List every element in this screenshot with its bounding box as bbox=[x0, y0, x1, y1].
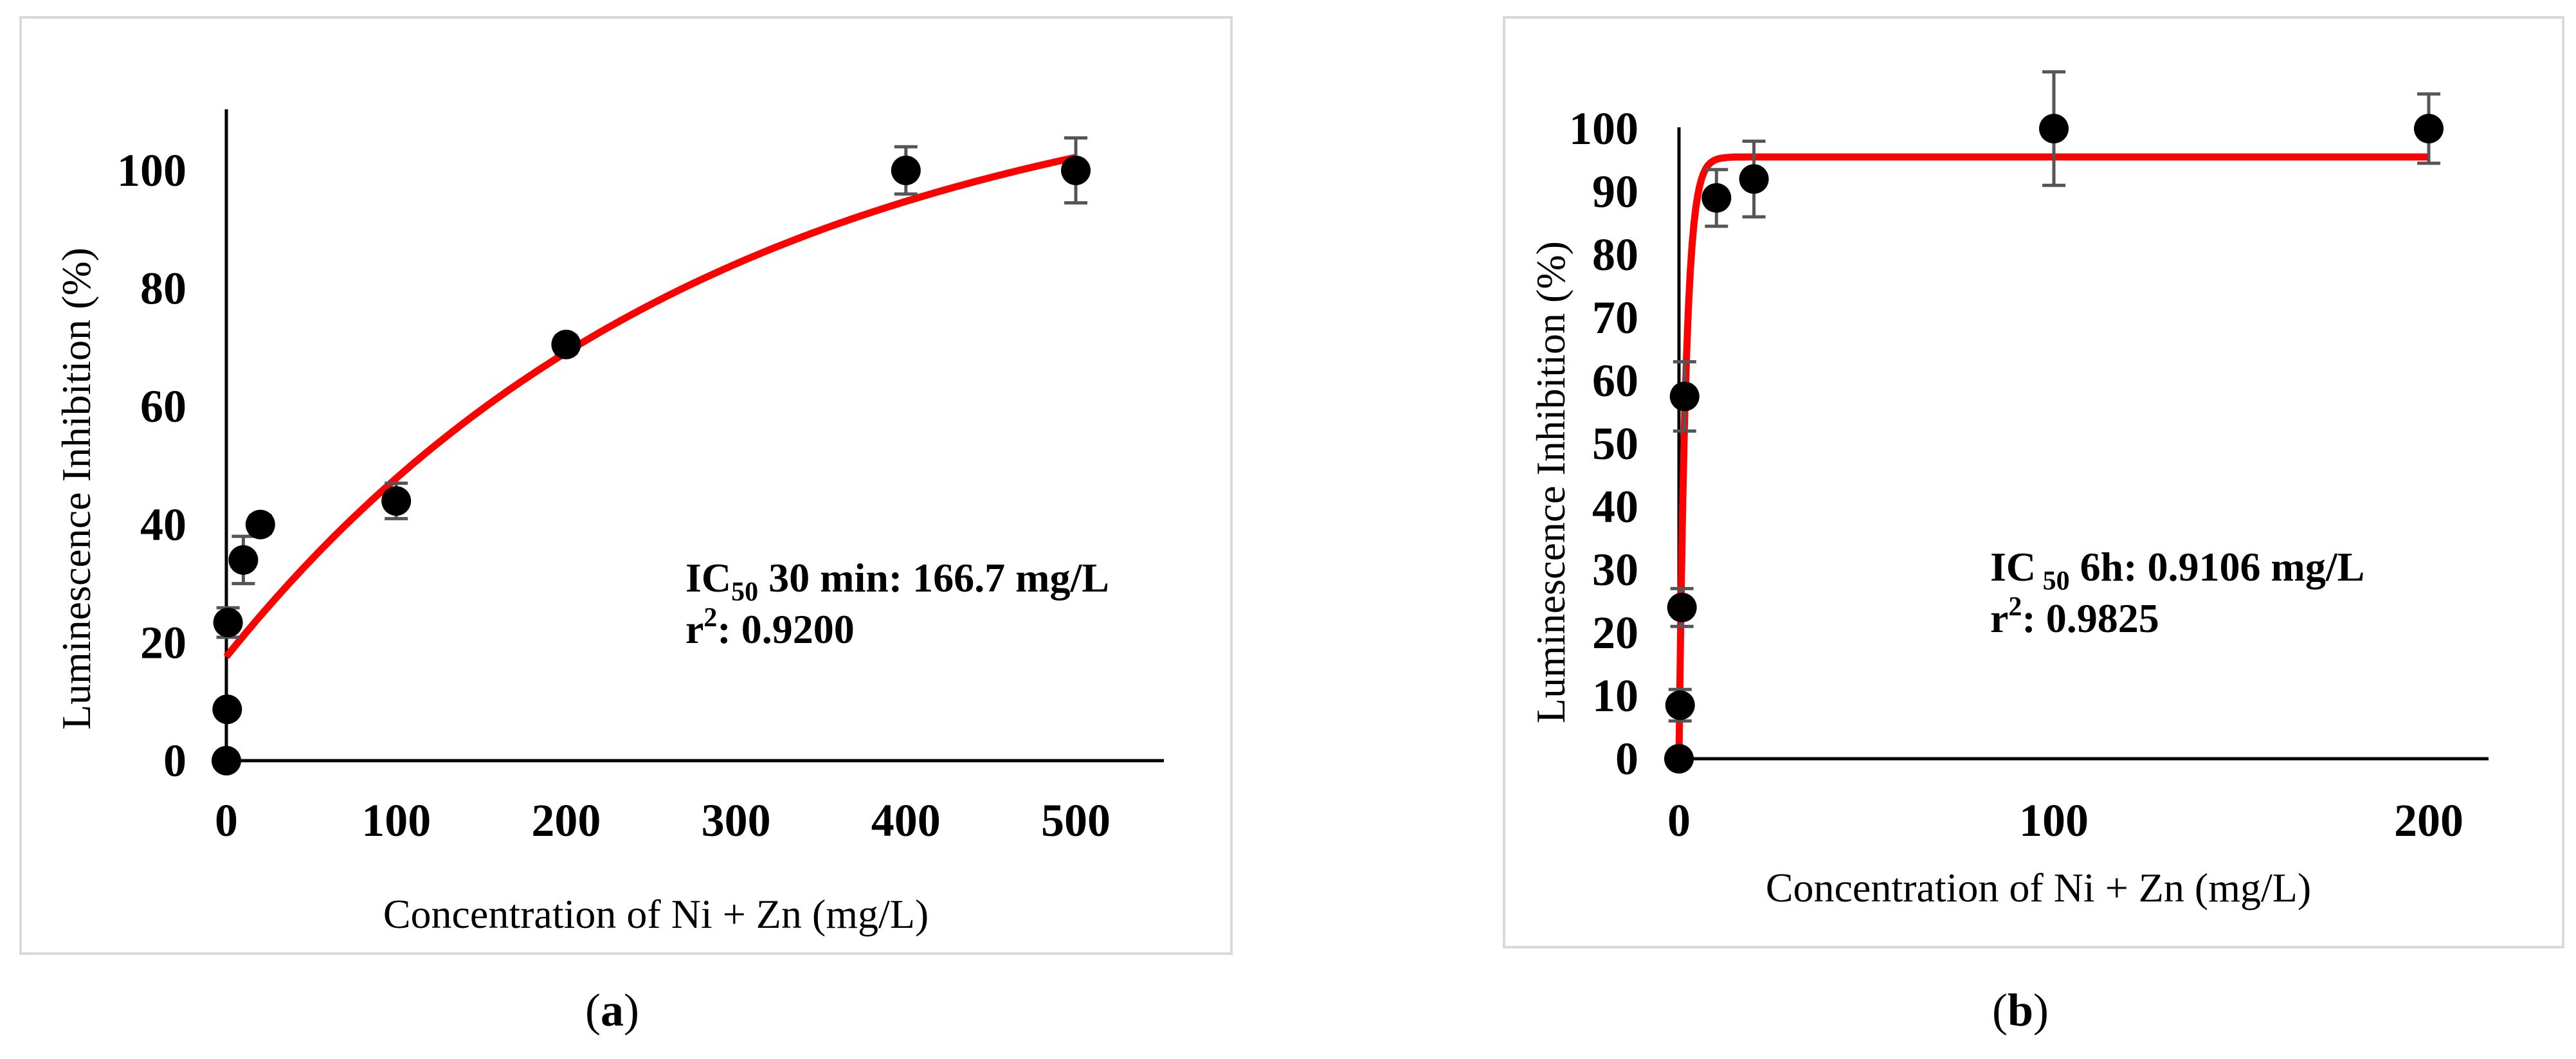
panel-a-y-tick-label: 60 bbox=[140, 381, 186, 432]
panel-b-data-point bbox=[1667, 592, 1697, 622]
panel-b-y-tick-label: 40 bbox=[1592, 481, 1638, 532]
panel-a-x-tick-label: 200 bbox=[531, 795, 601, 846]
panel-b-y-tick-label: 100 bbox=[1569, 103, 1638, 154]
panel-b-data-point bbox=[2039, 114, 2069, 143]
panel-a-r2-annotation: r2: 0.9200 bbox=[685, 603, 855, 652]
panel-a-chart: Concentration of Ni + Zn (mg/L) Luminesc… bbox=[53, 109, 1164, 937]
panel-a-data-point bbox=[891, 156, 921, 185]
panel-b-y-axis-title: Luminescence Inhibition (%) bbox=[1528, 241, 1574, 723]
panel-b-chart: Concentration of Ni + Zn (mg/L) Luminesc… bbox=[1528, 70, 2489, 910]
panel-b-data-point bbox=[1701, 183, 1732, 213]
panel-b-data-point bbox=[1665, 690, 1695, 720]
panel-b-y-tick-label: 50 bbox=[1592, 418, 1638, 469]
panel-b-y-tick-label: 30 bbox=[1592, 544, 1638, 595]
panel-a-data-point bbox=[213, 608, 243, 638]
panel-b-x-axis-title: Concentration of Ni + Zn (mg/L) bbox=[1766, 865, 2311, 910]
panel-a-data-point bbox=[212, 746, 241, 775]
panel-a-ic50-annotation: IC50 30 min: 166.7 mg/L bbox=[685, 555, 1109, 607]
panel-a-x-tick-label: 500 bbox=[1041, 795, 1111, 846]
panel-a-y-tick-label: 0 bbox=[163, 735, 186, 786]
panel-b-caption: (b) bbox=[1991, 984, 2049, 1036]
panel-b-r2-annotation: r2: 0.9825 bbox=[1990, 592, 2159, 641]
panel-a-data-point bbox=[1061, 156, 1091, 185]
panel-a-x-tick-label: 300 bbox=[702, 795, 771, 846]
panel-a-fit-curve bbox=[223, 154, 1078, 659]
panel-b-y-tick-label: 0 bbox=[1615, 733, 1638, 784]
panel-a-y-axis-title: Luminescence Inhibition (%) bbox=[53, 248, 99, 730]
panel-b-fit-curve bbox=[1675, 153, 2431, 759]
panel-a-frame bbox=[19, 16, 1233, 955]
panel-a-data-point bbox=[212, 694, 242, 725]
panel-b-y-tick-label: 10 bbox=[1592, 670, 1638, 721]
panel-a-x-tick-label: 400 bbox=[871, 795, 941, 846]
panel-a-data-point bbox=[551, 329, 581, 359]
panel-b-y-tick-label: 90 bbox=[1592, 166, 1638, 217]
panel-b-y-tick-label: 20 bbox=[1592, 607, 1638, 658]
panel-a-x-axis-title: Concentration of Ni + Zn (mg/L) bbox=[383, 891, 929, 937]
panel-a-data-point bbox=[245, 509, 275, 539]
panel-b-x-tick-label: 0 bbox=[1667, 795, 1691, 846]
panel-b-data-point bbox=[1739, 164, 1769, 194]
panel-a-y-tick-label: 20 bbox=[140, 617, 186, 668]
panel-a-x-tick-label: 0 bbox=[215, 795, 238, 846]
panel-b-y-tick-label: 80 bbox=[1592, 229, 1638, 280]
panel-b-x-tick-label: 200 bbox=[2394, 795, 2463, 846]
panel-a-caption: (a) bbox=[585, 984, 639, 1036]
panel-b-x-tick-label: 100 bbox=[2019, 795, 2089, 846]
panel-b-data-point bbox=[2414, 114, 2444, 143]
panel-a-y-tick-label: 80 bbox=[140, 263, 186, 314]
panel-a-y-tick-label: 40 bbox=[140, 499, 186, 550]
panel-b-y-tick-label: 60 bbox=[1592, 355, 1638, 406]
panel-b-data-point bbox=[1664, 744, 1694, 774]
panel-b-frame bbox=[1503, 16, 2564, 948]
panel-a-y-tick-label: 100 bbox=[117, 145, 186, 196]
panel-a-data-point bbox=[228, 545, 259, 575]
panel-a-data-point bbox=[381, 486, 412, 516]
panel-b-ic50-annotation: IC 50 6h: 0.9106 mg/L bbox=[1990, 544, 2364, 596]
panel-b-y-tick-label: 70 bbox=[1592, 292, 1638, 343]
panel-b-data-point bbox=[1669, 381, 1700, 412]
panel-a-x-tick-label: 100 bbox=[361, 795, 431, 846]
